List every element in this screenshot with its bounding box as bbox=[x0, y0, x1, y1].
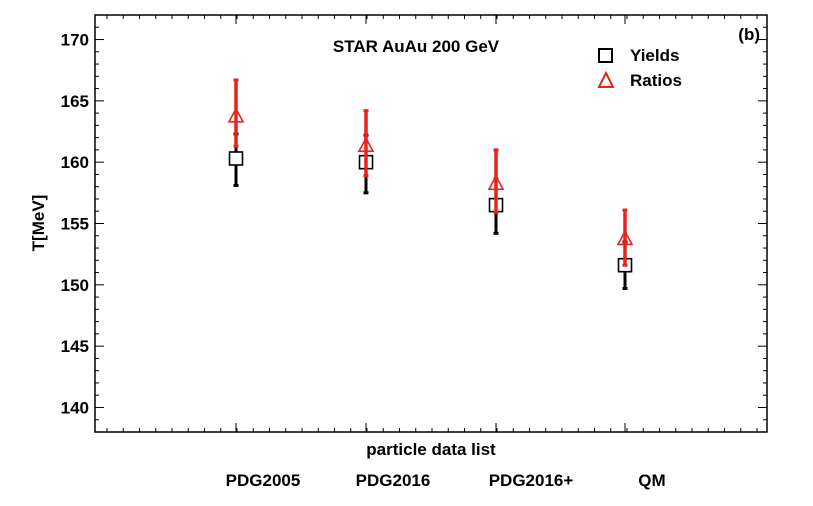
legend-label-ratios: Ratios bbox=[630, 71, 682, 90]
data-point-ratios bbox=[616, 229, 634, 246]
legend: Yields Ratios bbox=[597, 46, 682, 90]
legend-marker-yields bbox=[598, 48, 613, 63]
y-tick-label: 145 bbox=[61, 337, 89, 356]
panel-label: (b) bbox=[738, 25, 760, 44]
legend-marker-ratios bbox=[597, 70, 615, 88]
x-category-label: PDG2016 bbox=[356, 471, 431, 490]
data-point-ratios bbox=[487, 174, 505, 191]
y-axis-title: T[MeV] bbox=[29, 195, 48, 252]
y-tick-label: 140 bbox=[61, 398, 89, 417]
y-tick-label: 155 bbox=[61, 215, 89, 234]
x-category-label: QM bbox=[638, 471, 665, 490]
y-tick-label: 160 bbox=[61, 153, 89, 172]
data-marks bbox=[227, 78, 634, 291]
x-category-label: PDG2016+ bbox=[489, 471, 574, 490]
data-point-ratios bbox=[227, 107, 245, 123]
y-tick-label: 150 bbox=[61, 276, 89, 295]
y-tick-label: 165 bbox=[61, 92, 89, 111]
x-category-label: PDG2005 bbox=[226, 471, 301, 490]
data-point-ratios bbox=[357, 136, 375, 153]
chart-annotation: STAR AuAu 200 GeV bbox=[333, 37, 500, 56]
y-axis: 140 145 150 155 160 165 170 bbox=[61, 14, 767, 433]
data-point-yields bbox=[228, 151, 244, 166]
x-axis-title: particle data list bbox=[366, 440, 496, 459]
legend-label-yields: Yields bbox=[630, 46, 679, 65]
x-axis: PDG2005 PDG2016 PDG2016+ QM bbox=[106, 15, 758, 490]
y-tick-label: 170 bbox=[61, 31, 89, 50]
